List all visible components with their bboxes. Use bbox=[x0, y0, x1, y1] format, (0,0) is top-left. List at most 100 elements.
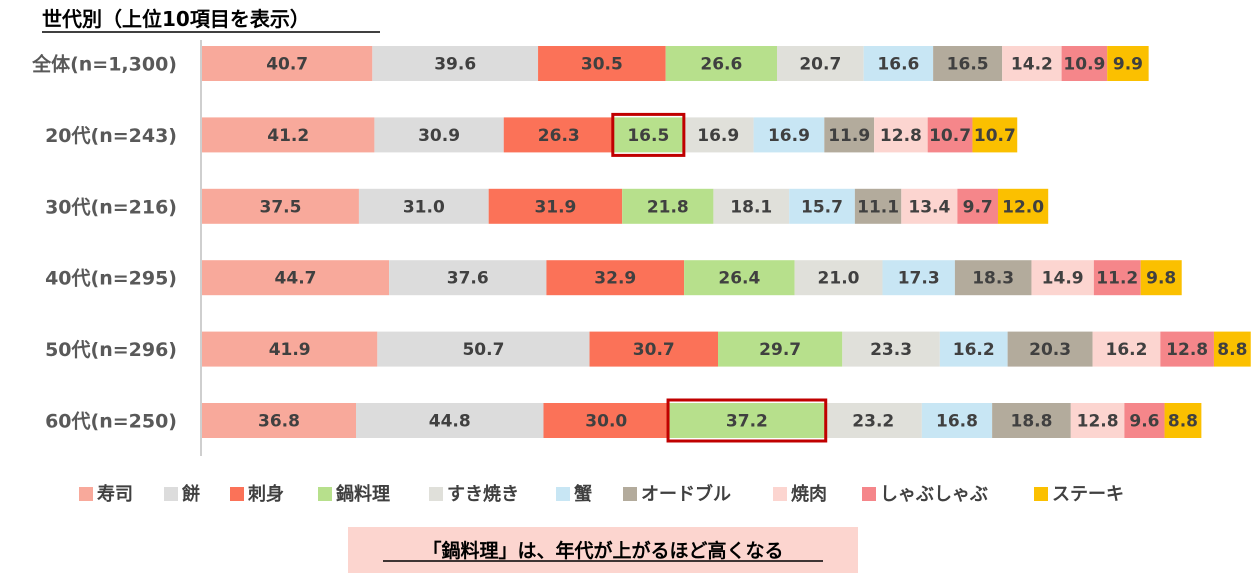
legend-label: すき焼き bbox=[447, 483, 519, 505]
bar-segment bbox=[939, 331, 1008, 367]
bar-segments bbox=[202, 46, 1251, 438]
highlight-box bbox=[666, 398, 828, 443]
bar-segment bbox=[921, 403, 993, 438]
bar-segment bbox=[1061, 46, 1108, 81]
bar-segment bbox=[954, 260, 1032, 296]
bar-segment bbox=[863, 46, 934, 81]
legend-label: オードブル bbox=[641, 483, 731, 505]
category-label: 50代(n=296) bbox=[45, 339, 177, 361]
data-label: 11.1 bbox=[857, 197, 899, 217]
data-label: 11.9 bbox=[828, 126, 870, 146]
data-label: 9.7 bbox=[963, 197, 993, 217]
bar-segment bbox=[753, 117, 825, 153]
legend-swatch bbox=[79, 487, 93, 501]
bar-segment bbox=[824, 117, 875, 153]
data-label: 18.8 bbox=[1010, 412, 1052, 432]
category-label: 20代(n=243) bbox=[45, 125, 177, 147]
category-label: 30代(n=216) bbox=[45, 196, 177, 218]
data-label: 32.9 bbox=[594, 269, 636, 289]
highlight-box bbox=[611, 112, 686, 157]
legend-swatch bbox=[230, 487, 244, 501]
data-label: 10.9 bbox=[1063, 55, 1105, 75]
data-label: 31.9 bbox=[534, 197, 576, 217]
bar-segment bbox=[1031, 260, 1094, 296]
data-label: 14.9 bbox=[1042, 269, 1084, 289]
bar-segment bbox=[374, 117, 504, 153]
data-label: 37.5 bbox=[259, 197, 301, 217]
legend-swatch bbox=[862, 487, 876, 501]
bar-segment bbox=[622, 188, 714, 224]
data-label: 40.7 bbox=[266, 55, 308, 75]
legend-label: 餅 bbox=[182, 483, 200, 505]
data-label: 21.8 bbox=[647, 197, 689, 217]
data-label: 50.7 bbox=[462, 340, 504, 360]
bar-segment bbox=[684, 260, 795, 296]
bar-segment bbox=[842, 331, 940, 367]
note-text: 「鍋料理」は、年代が上がるほど高くなる bbox=[422, 539, 783, 562]
bar-segment bbox=[356, 403, 544, 438]
legend-label: ステーキ bbox=[1052, 484, 1124, 505]
data-label: 30.9 bbox=[418, 126, 460, 146]
bar-segment bbox=[882, 260, 955, 296]
data-label: 29.7 bbox=[759, 340, 801, 360]
bar-segment bbox=[901, 188, 958, 224]
bar-segment bbox=[613, 117, 683, 153]
bar-segment bbox=[794, 260, 883, 296]
bar-segment bbox=[1213, 331, 1251, 367]
bar-segment bbox=[997, 188, 1049, 224]
data-label: 9.9 bbox=[1113, 55, 1143, 75]
data-labels: 40.7 39.6 30.5 26.6 20.7 16.6 16.5 14.2 10.9 9.9 4… bbox=[258, 55, 1247, 432]
legend-swatch bbox=[1034, 487, 1048, 501]
data-label: 8.8 bbox=[1217, 340, 1247, 360]
bar-segment bbox=[665, 46, 778, 81]
data-label: 16.6 bbox=[877, 55, 919, 75]
data-label: 16.2 bbox=[1105, 340, 1147, 360]
data-label: 18.1 bbox=[730, 197, 772, 217]
data-label: 16.8 bbox=[936, 412, 978, 432]
bar-segment bbox=[488, 188, 623, 224]
highlight-boxes bbox=[611, 112, 828, 443]
bar-segment bbox=[669, 403, 825, 438]
legend-swatch bbox=[429, 487, 443, 501]
bar-segment bbox=[957, 188, 998, 224]
data-label: 11.2 bbox=[1096, 269, 1138, 289]
data-label: 15.7 bbox=[801, 197, 843, 217]
data-label: 16.9 bbox=[768, 126, 810, 146]
data-label: 10.7 bbox=[929, 126, 971, 146]
bar-segment bbox=[789, 188, 855, 224]
data-label: 23.2 bbox=[852, 412, 894, 432]
data-label: 12.8 bbox=[1077, 412, 1119, 432]
bar-segment bbox=[589, 331, 719, 367]
bar-segment bbox=[992, 403, 1071, 438]
bar-segment bbox=[546, 260, 685, 296]
legend-label: 寿司 bbox=[97, 483, 133, 505]
data-label: 30.5 bbox=[581, 55, 623, 75]
legend-swatch bbox=[556, 487, 570, 501]
data-label: 37.2 bbox=[726, 412, 768, 432]
bar-segment bbox=[372, 46, 539, 81]
bar-segment bbox=[1140, 260, 1182, 296]
bar-segment bbox=[202, 331, 378, 367]
bar-segment bbox=[1092, 331, 1161, 367]
bar-segment bbox=[713, 188, 790, 224]
legend-label: 蟹 bbox=[574, 483, 592, 505]
note-box bbox=[348, 527, 858, 573]
bar-segment bbox=[933, 46, 1003, 81]
bar-segment bbox=[682, 117, 754, 153]
data-label: 37.6 bbox=[447, 269, 489, 289]
data-label: 18.3 bbox=[972, 269, 1014, 289]
data-label: 13.4 bbox=[908, 197, 950, 217]
bar-segment bbox=[972, 117, 1018, 153]
chart-title: 世代別（上位10項目を表示） bbox=[42, 7, 310, 31]
bar-segment bbox=[824, 403, 922, 438]
data-label: 16.5 bbox=[627, 126, 669, 146]
data-label: 12.8 bbox=[1166, 340, 1208, 360]
category-label: 40代(n=295) bbox=[45, 268, 177, 290]
legend: 寿司 餅 刺身 鍋料理 すき焼き 蟹 オードブル 焼肉 しゃぶしゃぶ ステーキ bbox=[79, 483, 1124, 505]
data-label: 20.3 bbox=[1029, 340, 1071, 360]
data-label: 30.0 bbox=[585, 412, 627, 432]
bar-segment bbox=[389, 260, 547, 296]
bar-segment bbox=[202, 188, 359, 224]
data-label: 17.3 bbox=[898, 269, 940, 289]
